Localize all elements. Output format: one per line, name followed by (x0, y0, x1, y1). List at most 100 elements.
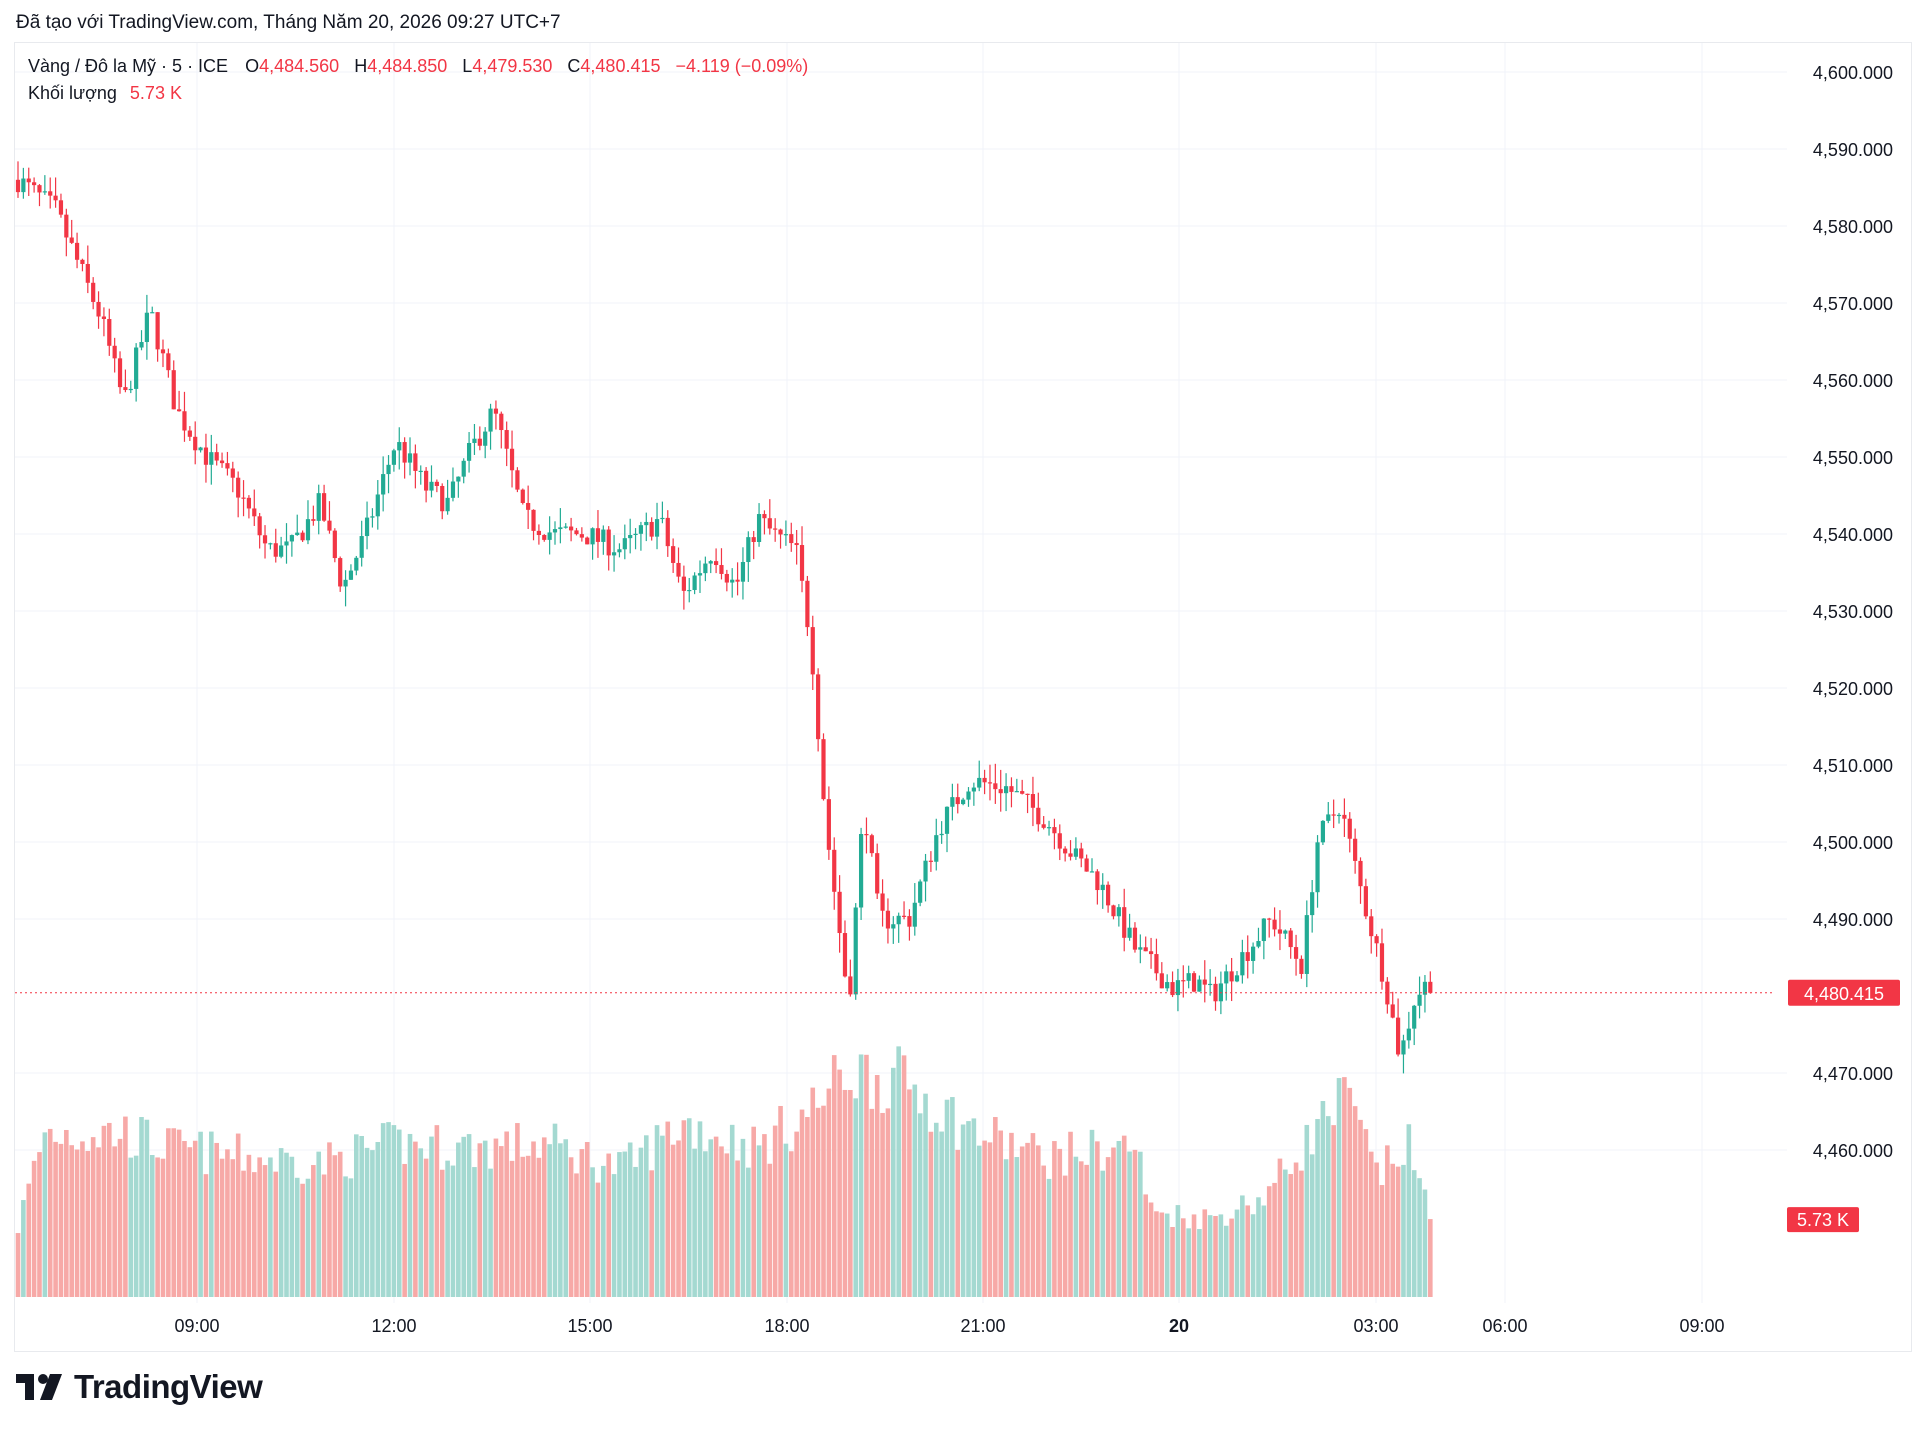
volume-bar (203, 1174, 209, 1297)
volume-bar (788, 1151, 794, 1297)
volume-bar (907, 1089, 912, 1297)
candle-body (885, 910, 891, 929)
candle-body (1422, 981, 1428, 995)
candle-body (112, 345, 117, 359)
volume-bar (611, 1174, 617, 1297)
volume-bar (1213, 1215, 1218, 1297)
chart-pane[interactable]: 4,600.000 4,590.000 4,580.000 4,570.000 4,56… (14, 42, 1912, 1352)
candle-body (53, 195, 58, 201)
volume-bar (472, 1167, 477, 1297)
candle-body (520, 489, 525, 503)
candle-body (585, 537, 590, 545)
candle-body (751, 537, 756, 542)
low-value: 4,479.530 (472, 56, 553, 76)
candle-body (1326, 814, 1331, 821)
candle-body (714, 561, 719, 566)
volume-bar (21, 1200, 26, 1297)
volume-bar (391, 1125, 397, 1297)
volume-bar (574, 1173, 579, 1297)
candle-body (590, 528, 595, 545)
volume-bar (117, 1138, 123, 1297)
volume-bar (869, 1108, 875, 1297)
price-axis[interactable]: 4,600.000 4,590.000 4,580.000 4,570.000 4,56… (1813, 63, 1893, 1161)
price-tick-label: 4,500.000 (1813, 833, 1893, 853)
symbol-name[interactable]: Vàng / Đô la Mỹ · 5 · ICE (28, 56, 229, 76)
volume-label[interactable]: Khối lượng (28, 83, 117, 103)
candle-body (1181, 980, 1186, 982)
volume-bar (917, 1113, 923, 1297)
price-tick-label: 4,460.000 (1813, 1141, 1893, 1161)
candle-body (370, 516, 375, 518)
time-tick-label: 20 (1169, 1316, 1189, 1336)
volume-bar (1272, 1182, 1277, 1297)
candle-body (1412, 1005, 1417, 1029)
volume-bar (1261, 1205, 1267, 1297)
volume-bar (96, 1147, 101, 1297)
candle-body (80, 259, 85, 264)
candle-body (676, 562, 681, 577)
candle-body (429, 481, 434, 491)
volume-bar (128, 1157, 134, 1297)
volume-bar (1009, 1132, 1014, 1297)
volume-bar (579, 1149, 585, 1297)
price-tick-label: 4,530.000 (1813, 602, 1893, 622)
candle-body (257, 516, 262, 536)
volume-bar (1385, 1145, 1390, 1297)
candle-body (1395, 1017, 1401, 1055)
volume-bar (660, 1135, 665, 1297)
candle-body (316, 493, 321, 521)
candle-body (1288, 930, 1293, 948)
candle-body (472, 438, 477, 444)
volume-bar (547, 1144, 552, 1297)
volume-bar (1315, 1119, 1320, 1297)
volume-bar (456, 1142, 461, 1297)
volume-bar (1223, 1225, 1229, 1297)
price-tick-label: 4,490.000 (1813, 910, 1893, 930)
volume-bar (1197, 1229, 1202, 1297)
candle-body (708, 561, 713, 564)
volume-bar (149, 1155, 155, 1297)
candle-body (971, 787, 976, 792)
candle-body (1041, 824, 1046, 828)
volume-bar (321, 1174, 327, 1297)
volume-bar (810, 1087, 816, 1297)
volume-bar (15, 1233, 21, 1297)
volume-bar (1363, 1129, 1369, 1297)
candle-body (32, 182, 37, 186)
volume-bar (853, 1098, 859, 1297)
volume-bar (348, 1178, 354, 1297)
candle-body (864, 834, 869, 836)
volume-bar (133, 1155, 139, 1297)
time-axis[interactable]: 09:00 12:00 15:00 18:00 21:00 20 03:00 06:00 09:… (174, 1316, 1724, 1336)
price-tick-label: 4,540.000 (1813, 525, 1893, 545)
volume-bar (746, 1167, 751, 1297)
volume-bar (1132, 1149, 1138, 1297)
time-tick-label: 12:00 (371, 1316, 416, 1336)
price-volume-chart[interactable]: 4,600.000 4,590.000 4,580.000 4,570.000 4,56… (15, 43, 1913, 1353)
candle-body (1304, 915, 1309, 974)
candle-body (923, 860, 928, 882)
candle-body (638, 525, 644, 534)
volume-bar (708, 1139, 714, 1297)
candle-body (858, 834, 864, 908)
candle-body (456, 476, 461, 482)
candle-body (58, 200, 64, 215)
candle-body (461, 460, 466, 477)
volume-bar (1148, 1202, 1154, 1297)
candle-body (434, 481, 439, 486)
candle-body (445, 497, 450, 512)
candle-body (1353, 838, 1358, 861)
volume-bar (568, 1157, 574, 1297)
volume-bar (1036, 1145, 1041, 1297)
volume-bar (584, 1142, 590, 1297)
candle-body (987, 782, 993, 784)
volume-bar (1379, 1185, 1385, 1297)
volume-bar (1175, 1205, 1181, 1297)
candle-body (1046, 827, 1052, 829)
price-tick-label: 4,600.000 (1813, 63, 1893, 83)
volume-bar (676, 1140, 681, 1297)
footer-brand: TradingView (16, 1368, 263, 1406)
volume-bar (1062, 1175, 1068, 1297)
candle-body (177, 409, 182, 412)
candle-body (155, 312, 160, 350)
